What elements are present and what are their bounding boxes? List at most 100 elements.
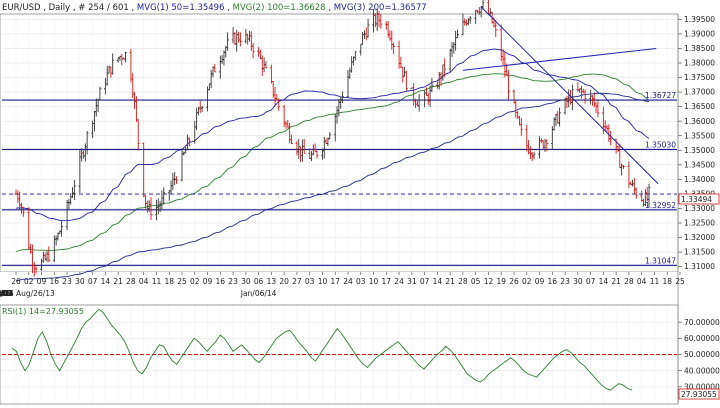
price-bar bbox=[507, 70, 510, 100]
price-bar bbox=[85, 130, 89, 155]
symbol-label: EUR/USD bbox=[2, 3, 41, 13]
date-tick-label: 05 bbox=[471, 277, 481, 286]
price-bar bbox=[443, 58, 447, 78]
month-label: Dec/02 bbox=[0, 289, 14, 298]
price-bar bbox=[264, 61, 268, 69]
level-label: 1.35030 bbox=[645, 140, 676, 149]
price-bar bbox=[392, 42, 396, 55]
price-tick-label: 1.38500 bbox=[684, 44, 715, 53]
rsi-tick-label: 40.00000 bbox=[684, 366, 720, 375]
rsi-line bbox=[11, 308, 633, 391]
price-tick-label: 1.36000 bbox=[684, 117, 715, 126]
date-tick-label: 11 bbox=[650, 277, 660, 286]
header-line: EUR/USD , Daily , # 254 / 601 , MVG(1) 5… bbox=[2, 3, 427, 13]
date-tick-label: 17 bbox=[330, 277, 340, 286]
price-bar bbox=[341, 91, 344, 103]
price-tick-label: 1.36500 bbox=[684, 102, 715, 111]
month-label: Mar/03 bbox=[0, 289, 13, 298]
price-bar bbox=[175, 176, 178, 184]
price-bar bbox=[60, 221, 64, 237]
price-bar bbox=[98, 86, 102, 101]
date-tick-label: 18 bbox=[164, 277, 174, 286]
date-tick-label: 23 bbox=[62, 277, 72, 286]
price-bar bbox=[72, 179, 76, 201]
date-tick-label: 07 bbox=[420, 277, 430, 286]
trendline bbox=[480, 6, 659, 185]
date-tick-label: 03 bbox=[305, 277, 315, 286]
price-bar bbox=[328, 132, 332, 140]
price-bar bbox=[379, 14, 383, 29]
date-tick-label: 07 bbox=[88, 277, 98, 286]
level-label: 1.32952 bbox=[645, 201, 676, 210]
date-tick-label: 31 bbox=[407, 277, 417, 286]
rsi-title: RSI(1) 14=27.93055 bbox=[2, 307, 84, 316]
price-bar bbox=[277, 98, 281, 111]
month-label: Feb/03 bbox=[0, 289, 13, 298]
date-tick-label: 09 bbox=[37, 277, 47, 286]
date-tick-label: 28 bbox=[458, 277, 468, 286]
last-price-box bbox=[678, 193, 720, 205]
price-bar bbox=[519, 118, 523, 136]
date-tick-label: 14 bbox=[101, 277, 111, 286]
price-tick-label: 1.35500 bbox=[684, 131, 715, 140]
bar-info-label: # 254 / 601 bbox=[78, 3, 129, 13]
date-tick-label: 04 bbox=[139, 277, 149, 286]
date-tick-label: 14 bbox=[433, 277, 443, 286]
date-tick-label: 20 bbox=[279, 277, 289, 286]
date-tick-label: 24 bbox=[343, 277, 353, 286]
month-label: May/05 bbox=[0, 289, 14, 298]
price-bar bbox=[21, 206, 25, 217]
price-bar bbox=[417, 94, 421, 112]
date-tick-label: 30 bbox=[75, 277, 85, 286]
date-tick-label: 11 bbox=[152, 277, 162, 286]
price-bar bbox=[149, 197, 153, 221]
date-tick-label: 06 bbox=[254, 277, 264, 286]
ma200-line bbox=[15, 92, 650, 282]
price-bar bbox=[111, 53, 115, 75]
level-label: 1.36727 bbox=[645, 91, 676, 100]
last-price-label: 1.33494 bbox=[681, 195, 712, 204]
price-bar bbox=[494, 20, 498, 38]
price-bar bbox=[251, 42, 255, 59]
rsi-last-label: 27.93055 bbox=[681, 390, 717, 399]
price-bar bbox=[634, 187, 638, 199]
price-bar bbox=[162, 187, 166, 205]
date-tick-label: 09 bbox=[203, 277, 213, 286]
price-bar bbox=[47, 246, 51, 263]
price-bar bbox=[558, 107, 562, 127]
month-label: Aug/26/13 bbox=[16, 289, 55, 298]
price-tick-label: 1.39500 bbox=[684, 15, 715, 24]
price-bar bbox=[213, 64, 217, 73]
date-tick-label: 19 bbox=[496, 277, 506, 286]
date-tick-label: 04 bbox=[637, 277, 647, 286]
date-tick-label: 28 bbox=[126, 277, 136, 286]
month-label: Jul/07 bbox=[0, 289, 11, 298]
date-axis bbox=[0, 272, 678, 302]
price-tick-label: 1.34000 bbox=[684, 175, 715, 184]
date-tick-label: 12 bbox=[484, 277, 494, 286]
price-bar bbox=[226, 32, 230, 51]
date-tick-label: 02 bbox=[522, 277, 532, 286]
price-bar bbox=[34, 265, 38, 274]
price-bar bbox=[430, 77, 434, 93]
price-bar bbox=[124, 51, 127, 63]
ma50-line bbox=[15, 48, 650, 222]
price-bar bbox=[404, 70, 408, 91]
price-bar bbox=[290, 134, 293, 145]
month-label: Nov/04 bbox=[0, 289, 14, 298]
date-tick-label: 07 bbox=[586, 277, 596, 286]
date-tick-label: 27 bbox=[292, 277, 302, 286]
price-bar bbox=[456, 29, 459, 39]
price-bar bbox=[302, 138, 306, 154]
date-tick-label: 10 bbox=[369, 277, 379, 286]
ma1-label: MVG(1) 50=1.35496 bbox=[137, 3, 225, 13]
date-tick-label: 02 bbox=[24, 277, 34, 286]
price-bar bbox=[136, 119, 140, 151]
date-tick-label: 21 bbox=[445, 277, 455, 286]
price-tick-label: 1.38000 bbox=[684, 59, 715, 68]
ma3-label: MVG(3) 200=1.36577 bbox=[334, 3, 427, 13]
date-tick-label: 23 bbox=[228, 277, 238, 286]
date-tick-label: 26 bbox=[509, 277, 519, 286]
date-tick-label: 23 bbox=[560, 277, 570, 286]
date-tick-label: 25 bbox=[177, 277, 187, 286]
